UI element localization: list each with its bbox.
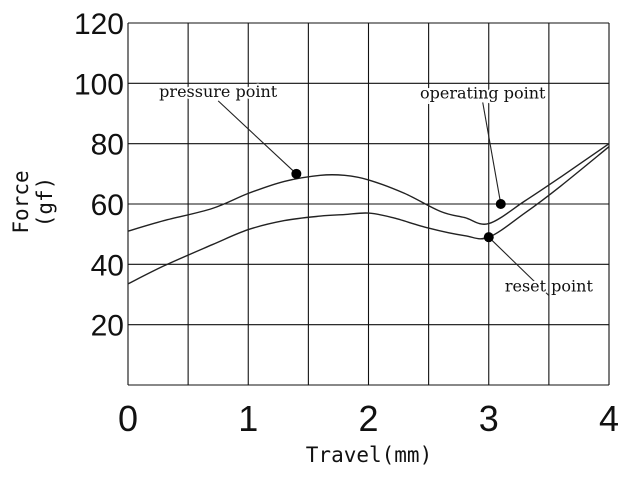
reset-point-leader — [488, 236, 550, 296]
y-tick-label: 20 — [91, 310, 124, 343]
y-tick-labels: 20 40 60 80 100 120 — [74, 8, 124, 343]
operating-point-label: operating point — [420, 83, 546, 102]
y-axis-label-line2: (gf) — [33, 177, 57, 228]
x-tick-label: 3 — [479, 398, 499, 439]
y-tick-label: 40 — [91, 249, 124, 282]
x-axis-label: Travel(mm) — [306, 443, 432, 467]
x-tick-labels: 0 1 2 3 4 — [118, 398, 619, 439]
reset-point-label: reset point — [505, 276, 594, 295]
release-force-curve — [127, 146, 610, 285]
press-force-curve — [127, 143, 610, 232]
pressure-point-leader — [217, 100, 297, 175]
operating-point-leader — [482, 102, 502, 205]
y-tick-label: 120 — [74, 8, 124, 41]
operating-point-marker — [495, 199, 506, 209]
curves — [127, 143, 610, 285]
y-axis-label-line1: Force — [9, 170, 33, 233]
grid — [127, 22, 610, 386]
x-tick-label: 1 — [238, 398, 258, 439]
x-tick-label: 0 — [118, 398, 138, 439]
reset-point-marker — [483, 232, 494, 243]
pressure-point-marker — [291, 168, 302, 179]
annotations: pressure point operating point reset point — [157, 80, 595, 298]
pressure-point-label: pressure point — [159, 82, 278, 101]
y-tick-label: 60 — [91, 189, 124, 222]
x-tick-label: 2 — [358, 398, 378, 439]
x-tick-label: 4 — [599, 398, 619, 439]
y-tick-label: 100 — [74, 68, 124, 101]
y-tick-label: 80 — [91, 129, 124, 162]
